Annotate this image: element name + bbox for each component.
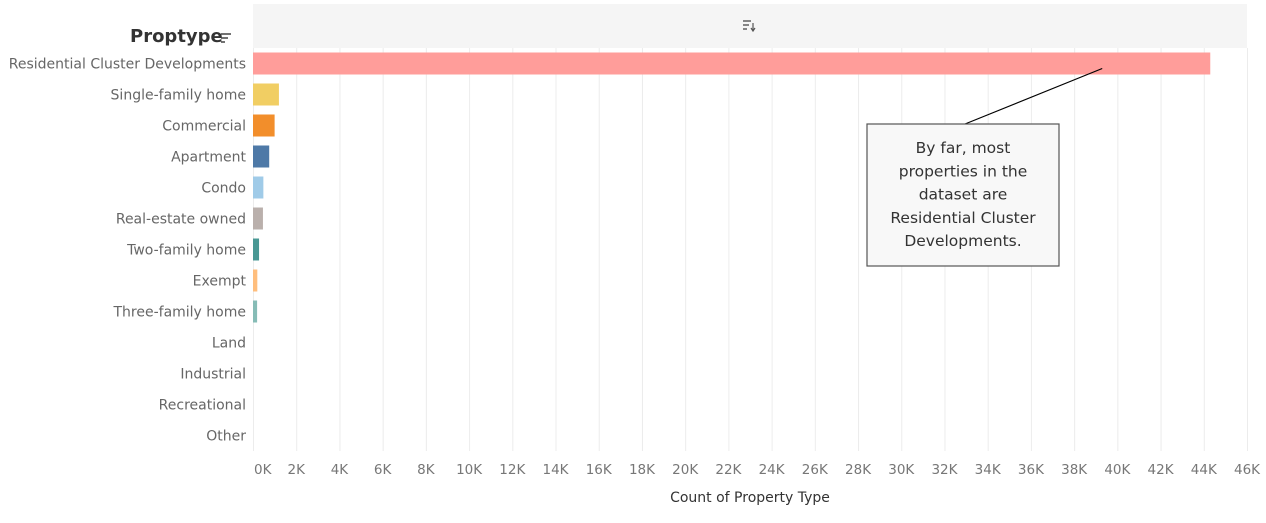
x-tick-label: 6K [374,462,393,478]
category-label: Two-family home [126,243,246,259]
x-tick-label: 4K [331,462,350,478]
header-title: Proptype [130,26,223,47]
x-tick-label: 42K [1148,462,1175,478]
x-tick-label: 36K [1018,462,1045,478]
category-label: Commercial [162,119,246,135]
x-tick-label: 46K [1234,462,1261,478]
annotation-text-line: properties in the [899,162,1028,180]
annotation-pointer [964,67,1103,125]
annotation-text-line: dataset are [919,186,1008,204]
x-tick-label: 22K [715,462,742,478]
category-label: Land [212,336,246,352]
x-tick-label: 28K [845,462,872,478]
x-tick-label: 10K [456,462,483,478]
bar[interactable] [253,269,258,292]
x-tick-label: 26K [802,462,829,478]
category-label: Recreational [159,398,246,414]
x-axis-title: Count of Property Type [670,490,830,506]
bar[interactable] [253,83,279,106]
annotation-text-line: Residential Cluster [890,209,1036,227]
category-label: Exempt [193,274,247,290]
x-tick-label: 16K [586,462,613,478]
category-label: Three-family home [112,305,246,321]
category-label: Real-estate owned [116,212,246,228]
x-tick-label: 32K [931,462,958,478]
category-label: Single-family home [111,88,246,104]
x-tick-label: 34K [975,462,1002,478]
category-label: Apartment [171,150,246,166]
x-tick-label: 24K [759,462,786,478]
category-label: Industrial [180,367,246,383]
x-tick-label: 38K [1061,462,1088,478]
x-tick-label: 40K [1104,462,1131,478]
x-tick-label: 20K [672,462,699,478]
category-label: Condo [201,181,246,197]
x-tick-label: 2K [287,462,306,478]
bar[interactable] [253,114,275,137]
bar[interactable] [253,52,1211,75]
x-tick-label: 18K [629,462,656,478]
bar[interactable] [253,145,270,168]
bar[interactable] [253,207,263,230]
category-label: Other [206,429,246,445]
bar[interactable] [253,176,264,199]
sort-icon[interactable] [221,33,231,43]
axis-header-band [253,4,1247,48]
x-tick-label: 0K [254,462,273,478]
annotation-text-line: By far, most [916,139,1011,157]
bar[interactable] [253,238,260,261]
x-tick-label: 12K [499,462,526,478]
category-label: Residential Cluster Developments [9,57,246,73]
x-tick-label: 8K [417,462,436,478]
x-tick-label: 30K [888,462,915,478]
x-tick-label: 14K [543,462,570,478]
annotation-box [866,123,1060,267]
x-tick-label: 44K [1191,462,1218,478]
annotation-text-line: Developments. [904,232,1021,250]
sort-descending-icon[interactable] [743,20,756,33]
bar[interactable] [253,300,258,323]
